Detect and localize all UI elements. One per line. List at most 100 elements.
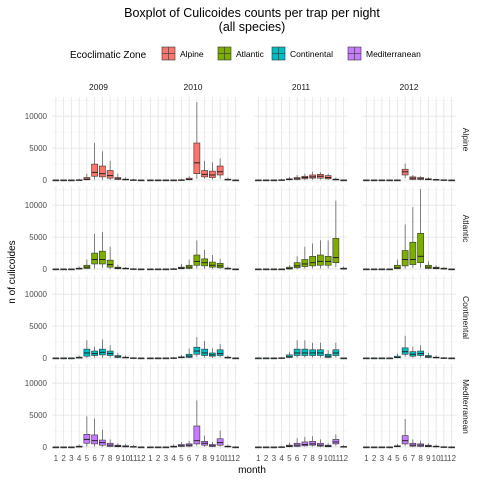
legend: Ecoclimatic Zone Alpine Atlantic Continent… [70, 46, 421, 61]
box-continental-2011-m2 [262, 357, 270, 360]
x-tick-label: 9 [318, 454, 323, 463]
box-continental-2012-m2 [370, 357, 378, 360]
box-mediterranean-2010-m11 [224, 444, 232, 448]
box-alpine-2012-m10 [432, 178, 440, 181]
x-tick-label: 2 [61, 454, 66, 463]
box-body [91, 163, 98, 177]
box-atlantic-2011-m12 [340, 266, 347, 270]
box-atlantic-2012-m7 [409, 207, 417, 268]
y-tick-label: 5000 [29, 144, 47, 153]
box-mediterranean-2011-m9 [317, 439, 324, 448]
box-alpine-2009-m1 [52, 179, 60, 182]
x-tick-label: 5 [85, 454, 90, 463]
box-body [394, 264, 401, 270]
box-continental-2009-m12 [137, 357, 145, 360]
x-tick-label: 11 [129, 454, 138, 463]
box-continental-2010-m9 [209, 348, 216, 358]
box-body [317, 254, 324, 266]
panel-background [254, 364, 348, 449]
box-mediterranean-2010-m5 [178, 441, 185, 448]
x-tick-label: 2 [264, 454, 269, 463]
box-continental-2010-m10 [216, 344, 224, 358]
box-alpine-2012-m8 [417, 176, 424, 181]
x-tick-label: 5 [179, 454, 184, 463]
y-tick-label: 10000 [25, 112, 48, 121]
box-continental-2009-m3 [68, 357, 75, 360]
box-atlantic-2010-m5 [178, 263, 185, 270]
box-mediterranean-2011-m2 [262, 446, 270, 449]
facet-panels: 2009 2010 2011 2012AlpineAtlanticContinenta… [25, 82, 471, 463]
box-body [401, 347, 409, 355]
box-alpine-2012-m11 [440, 179, 448, 181]
box-mediterranean-2011-m11 [332, 434, 340, 446]
x-tick-label: 8 [108, 454, 113, 463]
box-body [209, 170, 216, 178]
box-atlantic-2011-m9 [317, 240, 324, 269]
panel-alpine-2011 [254, 97, 348, 182]
box-continental-2011-m7 [301, 340, 309, 358]
box-alpine-2011-m8 [309, 171, 316, 180]
box-body [286, 354, 293, 358]
box-body [91, 434, 98, 445]
box-alpine-2009-m8 [106, 160, 114, 180]
box-mediterranean-2010-m6 [185, 440, 193, 448]
box-continental-2010-m11 [224, 355, 232, 359]
box-mediterranean-2012-m6 [401, 418, 409, 446]
box-mediterranean-2010-m4 [170, 444, 177, 448]
box-atlantic-2010-m12 [232, 268, 239, 271]
box-continental-2012-m1 [363, 357, 370, 360]
panel-background [52, 186, 145, 271]
box-body [106, 259, 114, 268]
box-alpine-2011-m10 [324, 173, 332, 180]
box-atlantic-2012-m12 [448, 268, 455, 271]
box-continental-2010-m6 [185, 348, 193, 359]
box-continental-2012-m5 [394, 353, 401, 359]
x-tick-label: 9 [210, 454, 215, 463]
box-body [309, 441, 316, 446]
box-continental-2012-m3 [378, 357, 386, 360]
x-tick-label: 5 [395, 454, 400, 463]
legend-item-mediterranean: Mediterranean [347, 46, 421, 61]
box-mediterranean-2011-m1 [255, 446, 262, 449]
box-continental-2009-m2 [60, 357, 67, 360]
box-atlantic-2011-m2 [262, 268, 270, 271]
chart-subtitle: (all species) [219, 20, 286, 34]
panel-background [146, 364, 240, 449]
x-tick-label: 9 [426, 454, 431, 463]
x-tick-label: 4 [279, 454, 284, 463]
box-alpine-2009-m10 [122, 177, 129, 181]
box-alpine-2010-m10 [216, 158, 224, 179]
box-body [193, 425, 201, 445]
box-continental-2009-m10 [122, 355, 129, 359]
box-body [83, 434, 91, 444]
panel-background [146, 275, 240, 360]
legend-label-continental: Continental [290, 49, 333, 59]
strip-zone-continental: Continental [461, 296, 471, 339]
box-continental-2009-m4 [75, 355, 83, 359]
x-tick-label: 5 [287, 454, 292, 463]
box-mediterranean-2011-m5 [286, 442, 293, 448]
panel-continental-2012 [362, 275, 456, 360]
panel-mediterranean-2010 [146, 364, 240, 449]
box-alpine-2009-m7 [99, 151, 106, 180]
box-body [301, 441, 309, 447]
box-body [99, 250, 106, 265]
legend-title: Ecoclimatic Zone [70, 50, 147, 61]
box-atlantic-2012-m11 [440, 267, 448, 270]
box-atlantic-2012-m9 [425, 261, 432, 270]
x-tick-label: 12 [137, 454, 146, 463]
x-tick-label: 11 [332, 454, 341, 463]
box-alpine-2010-m4 [170, 179, 177, 182]
box-mediterranean-2010-m2 [154, 446, 162, 449]
box-body [324, 256, 332, 266]
x-axis-label: month [238, 465, 266, 476]
box-mediterranean-2011-m7 [301, 436, 309, 447]
panel-background [52, 97, 145, 182]
box-continental-2010-m2 [154, 357, 162, 360]
box-alpine-2010-m2 [154, 179, 162, 182]
x-tick-label: 12 [231, 454, 240, 463]
box-mediterranean-2012-m12 [448, 446, 455, 449]
box-alpine-2011-m7 [301, 173, 309, 181]
box-mediterranean-2011-m10 [324, 443, 332, 448]
panel-alpine-2012 [362, 97, 456, 182]
